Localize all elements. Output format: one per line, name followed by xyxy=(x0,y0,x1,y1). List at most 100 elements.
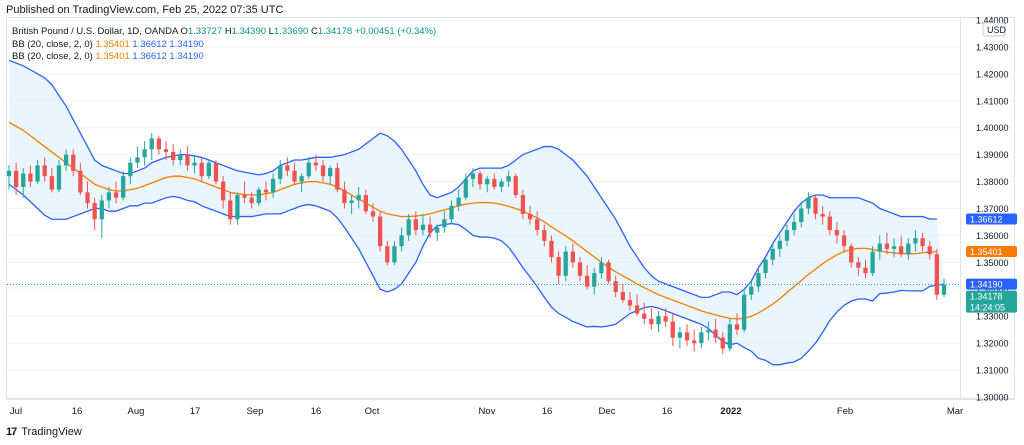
candle[interactable] xyxy=(420,224,426,231)
candle[interactable] xyxy=(163,149,169,152)
candle[interactable] xyxy=(206,162,211,177)
candle[interactable] xyxy=(849,246,854,263)
candle[interactable] xyxy=(599,262,604,274)
candle[interactable] xyxy=(756,273,761,287)
candle[interactable] xyxy=(149,138,154,150)
candle[interactable] xyxy=(620,291,625,301)
candle[interactable] xyxy=(734,324,740,330)
candle[interactable] xyxy=(499,181,504,187)
candle[interactable] xyxy=(749,286,754,295)
candle[interactable] xyxy=(506,176,511,182)
candle[interactable] xyxy=(178,154,183,161)
candle[interactable] xyxy=(113,192,119,198)
candle[interactable] xyxy=(92,203,97,220)
candle[interactable] xyxy=(292,170,297,182)
candle[interactable] xyxy=(863,267,868,274)
candle[interactable] xyxy=(891,246,897,249)
candle[interactable] xyxy=(142,149,147,158)
candle[interactable] xyxy=(13,170,19,187)
candle[interactable] xyxy=(249,197,254,204)
candle[interactable] xyxy=(349,200,354,204)
candle[interactable] xyxy=(392,246,397,263)
legend-indicator-row[interactable]: BB (20, close, 2, 0) 1.35401 1.36612 1.3… xyxy=(12,39,436,52)
candle[interactable] xyxy=(742,294,747,330)
candle[interactable] xyxy=(49,176,54,190)
candle[interactable] xyxy=(592,273,597,287)
candle[interactable] xyxy=(6,170,12,177)
candle[interactable] xyxy=(934,254,940,295)
candle[interactable] xyxy=(485,178,490,185)
candle[interactable] xyxy=(21,173,26,187)
candle[interactable] xyxy=(527,213,533,220)
price-axis-label[interactable] xyxy=(966,213,1017,225)
candle[interactable] xyxy=(128,162,133,177)
candle[interactable] xyxy=(477,173,483,185)
candle[interactable] xyxy=(677,332,683,338)
candle[interactable] xyxy=(106,192,112,201)
candle[interactable] xyxy=(328,168,333,177)
candle[interactable] xyxy=(427,224,433,233)
candle[interactable] xyxy=(71,154,76,171)
candle[interactable] xyxy=(706,329,711,333)
candle[interactable] xyxy=(492,178,497,187)
candle[interactable] xyxy=(470,173,476,179)
candle[interactable] xyxy=(399,235,404,247)
candle[interactable] xyxy=(385,246,390,263)
candle[interactable] xyxy=(370,211,376,217)
candle[interactable] xyxy=(827,216,832,231)
candle[interactable] xyxy=(442,219,447,228)
price-axis-label[interactable] xyxy=(966,278,1017,290)
candle[interactable] xyxy=(791,221,797,231)
candle[interactable] xyxy=(42,165,47,177)
candle[interactable] xyxy=(171,151,176,161)
candle[interactable] xyxy=(841,235,847,247)
candle[interactable] xyxy=(563,251,568,276)
candle[interactable] xyxy=(63,154,69,166)
candle[interactable] xyxy=(263,189,269,193)
currency-badge[interactable] xyxy=(982,22,1006,37)
candle[interactable] xyxy=(577,262,583,276)
candle[interactable] xyxy=(627,300,633,306)
candle[interactable] xyxy=(35,165,40,182)
candle[interactable] xyxy=(784,230,790,241)
candle[interactable] xyxy=(927,246,932,255)
candle[interactable] xyxy=(899,246,904,255)
candle[interactable] xyxy=(770,248,775,260)
candle[interactable] xyxy=(285,165,290,171)
legend-indicator-row[interactable]: BB (20, close, 2, 0) 1.35401 1.36612 1.3… xyxy=(12,51,436,64)
candle[interactable] xyxy=(549,240,554,257)
candle[interactable] xyxy=(456,197,461,206)
candle[interactable] xyxy=(570,251,575,263)
candle[interactable] xyxy=(242,195,247,198)
candle[interactable] xyxy=(663,316,668,322)
candle[interactable] xyxy=(299,176,304,182)
candle[interactable] xyxy=(584,275,590,287)
price-axis-label[interactable] xyxy=(966,246,1017,258)
candle[interactable] xyxy=(799,208,804,222)
candle[interactable] xyxy=(278,165,283,179)
candle[interactable] xyxy=(556,256,561,276)
candle[interactable] xyxy=(449,205,454,220)
candle[interactable] xyxy=(313,162,319,166)
candle[interactable] xyxy=(56,165,62,190)
candle[interactable] xyxy=(684,332,690,341)
candle[interactable] xyxy=(870,251,875,274)
candle[interactable] xyxy=(156,138,162,150)
candle[interactable] xyxy=(834,230,840,236)
candle[interactable] xyxy=(213,162,219,182)
candle[interactable] xyxy=(228,200,233,220)
chart-frame[interactable] xyxy=(6,17,1015,399)
candle[interactable] xyxy=(634,305,640,314)
candle[interactable] xyxy=(78,170,83,193)
candle[interactable] xyxy=(220,181,226,201)
candle[interactable] xyxy=(692,340,697,344)
candle[interactable] xyxy=(192,162,197,166)
candle[interactable] xyxy=(199,162,204,177)
candle[interactable] xyxy=(520,195,526,214)
candle[interactable] xyxy=(941,284,947,295)
candle[interactable] xyxy=(649,318,654,325)
candle[interactable] xyxy=(413,219,418,231)
candle[interactable] xyxy=(121,176,126,198)
candle[interactable] xyxy=(28,173,33,182)
